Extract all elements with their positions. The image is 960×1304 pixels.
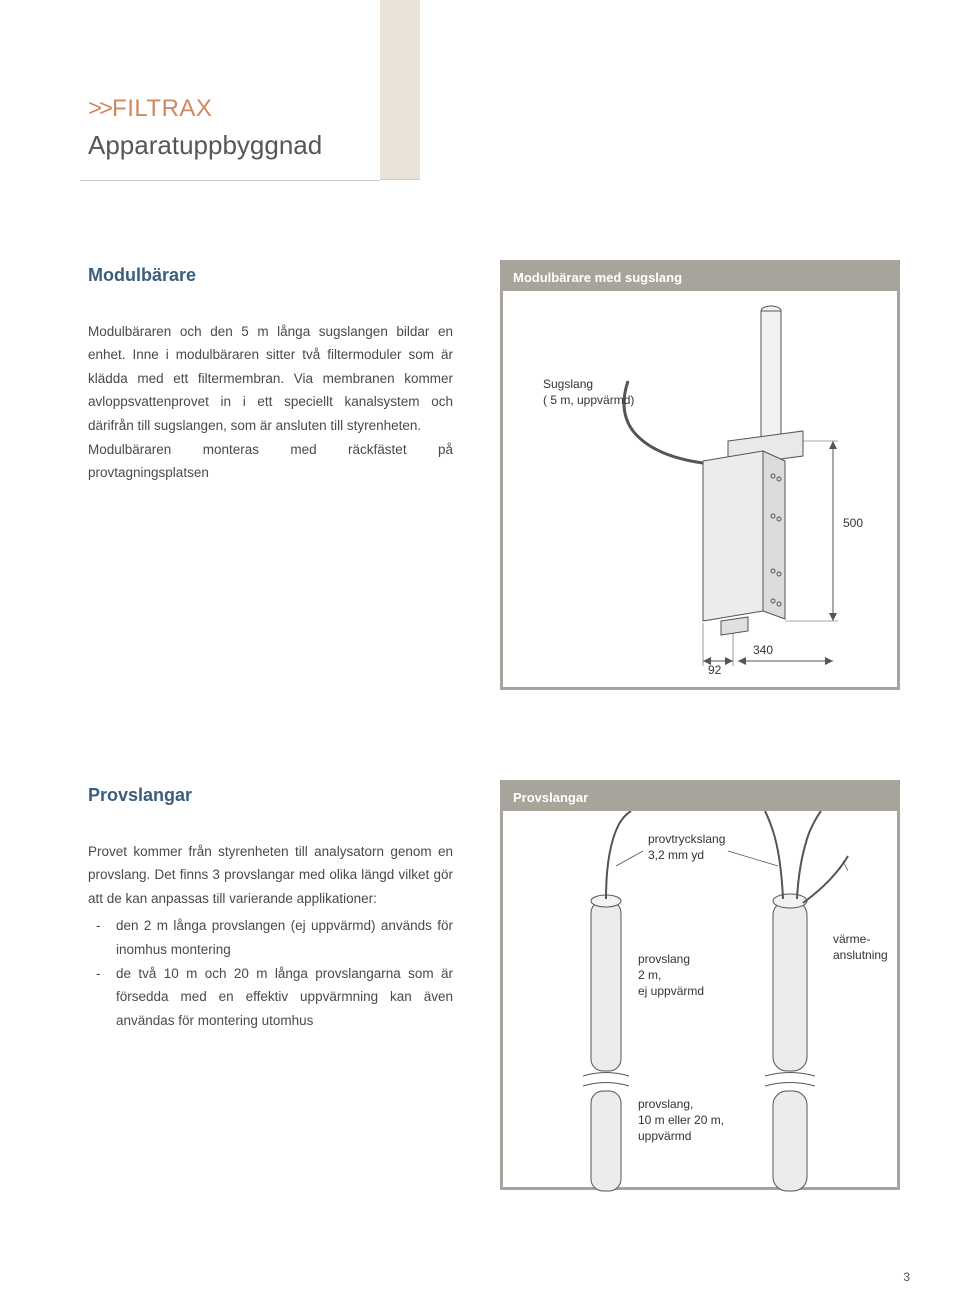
section-provslangar: Provslangar Provet kommer från styrenhet… <box>88 780 453 1033</box>
figure1-dim-92: 92 <box>708 663 721 677</box>
header-rule <box>80 180 380 181</box>
figure2-label-2m: provslang 2 m, ej uppvärmd <box>638 951 704 1000</box>
figure2-label-tryck: provtryckslang 3,2 mm yd <box>648 831 725 863</box>
figure2-title: Provslangar <box>503 783 897 811</box>
page-tab-marker-top <box>380 0 420 50</box>
figure-provslangar: Provslangar <box>500 780 900 1190</box>
section1-heading: Modulbärare <box>88 260 453 292</box>
section-modulbarare: Modulbärare Modulbäraren och den 5 m lån… <box>88 260 453 485</box>
page-tab-marker-header <box>380 50 420 180</box>
figure1-title: Modulbärare med sugslang <box>503 263 897 291</box>
page-subtitle: Apparatuppbyggnad <box>88 130 322 161</box>
section2-bullet-1: den 2 m långa provslangen (ej uppvärmd) … <box>88 914 453 961</box>
section2-bullet-2: de två 10 m och 20 m långa provslangarna… <box>88 962 453 1033</box>
figure1-sugslang-label: Sugslang ( 5 m, uppvärmd) <box>543 376 634 408</box>
figure2-body: provtryckslang 3,2 mm yd provslang 2 m, … <box>503 811 897 1187</box>
page-number: 3 <box>903 1270 910 1284</box>
section2-heading: Provslangar <box>88 780 453 812</box>
section1-body2: Modulbäraren monteras med räckfästet på … <box>88 438 453 485</box>
figure1-dim-500: 500 <box>843 516 863 530</box>
figure1-body: Sugslang ( 5 m, uppvärmd) 500 92 340 <box>503 291 897 687</box>
brand-name: FILTRAX <box>112 95 212 122</box>
figure2-label-1020: provslang, 10 m eller 20 m, uppvärmd <box>638 1096 724 1145</box>
section1-body: Modulbäraren och den 5 m långa sugslange… <box>88 320 453 438</box>
brand-arrows-icon: >> <box>88 95 110 122</box>
figure1-dim-340: 340 <box>753 643 773 657</box>
modulbarare-diagram <box>503 291 903 693</box>
section2-body: Provet kommer från styrenheten till anal… <box>88 840 453 911</box>
section2-bullets: den 2 m långa provslangen (ej uppvärmd) … <box>88 914 453 1032</box>
figure-modulbarare: Modulbärare med sugslang <box>500 260 900 690</box>
brand-title: >>FILTRAX <box>88 95 212 123</box>
figure2-label-varme: värme- anslutning <box>833 931 888 963</box>
